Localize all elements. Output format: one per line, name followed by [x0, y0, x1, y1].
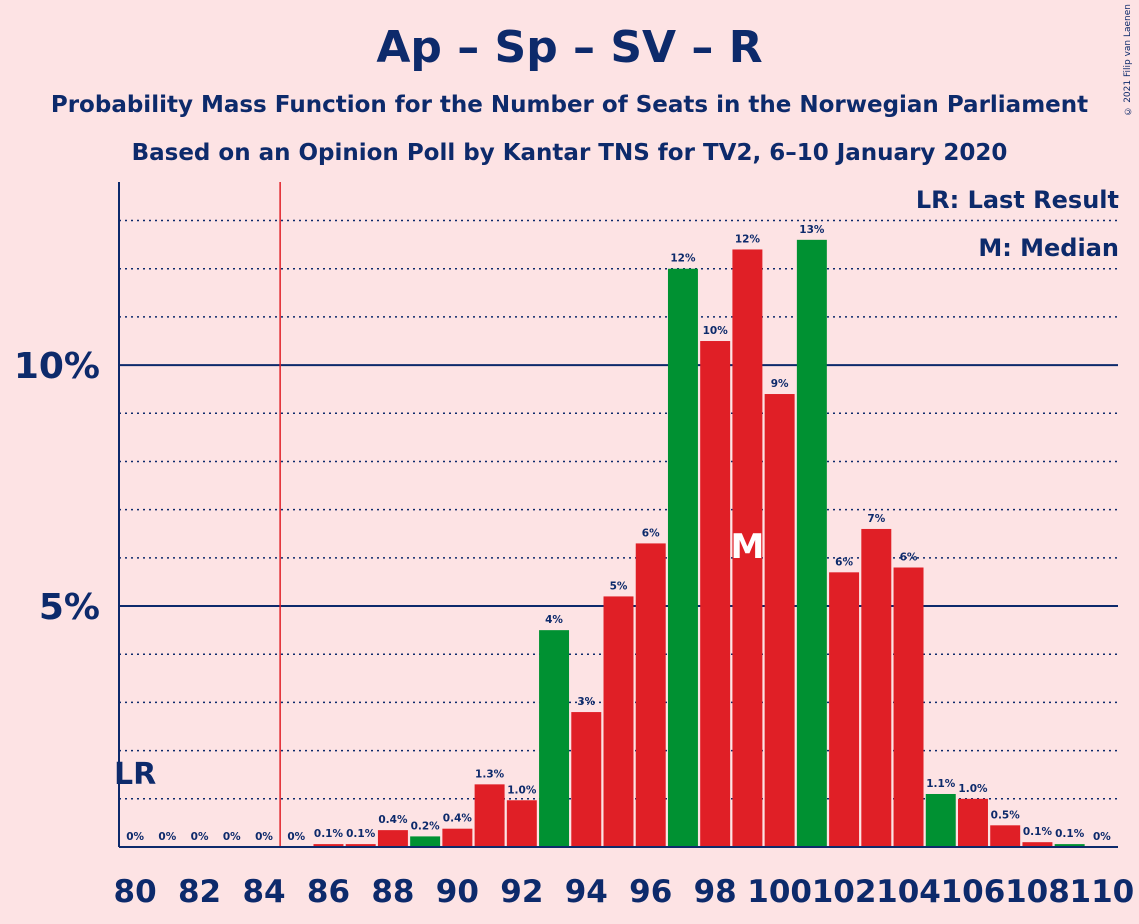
x-tick-label: 86	[307, 874, 350, 910]
chart-subtitle-1: Probability Mass Function for the Number…	[50, 92, 1089, 118]
bar-seat-94	[571, 712, 602, 847]
bar-seat-106	[957, 798, 988, 847]
bar-seat-98	[700, 341, 731, 847]
bar-value-label: 5%	[610, 580, 628, 592]
bar-value-label: 0%	[191, 831, 209, 843]
bar-seat-86	[313, 844, 344, 847]
bar-seat-96	[635, 543, 666, 847]
bar-value-label: 0.4%	[378, 814, 408, 826]
bar-seat-107	[990, 825, 1021, 847]
chart-subtitle-2: Based on an Opinion Poll by Kantar TNS f…	[131, 140, 1008, 166]
bar-seat-105	[925, 793, 956, 847]
bar-seat-108	[1022, 842, 1053, 847]
bar-value-label: 0%	[126, 831, 144, 843]
bar-value-label: 3%	[577, 696, 595, 708]
bar-value-label: 0%	[158, 831, 176, 843]
x-tick-label: 88	[371, 874, 414, 910]
bar-value-label: 6%	[900, 552, 918, 564]
bar-seat-97	[667, 268, 698, 847]
x-tick-label: 92	[500, 874, 543, 910]
x-tick-label: 82	[178, 874, 221, 910]
bar-value-label: 4%	[545, 614, 563, 626]
bar-value-label: 6%	[642, 527, 660, 539]
bar-seat-95	[603, 596, 634, 847]
bar-value-label: 0.5%	[991, 809, 1021, 821]
bar-seat-101	[796, 239, 827, 848]
bar-value-label: 0.4%	[443, 813, 473, 825]
bar-seat-100	[764, 394, 795, 847]
bar-value-label: 0.1%	[346, 828, 376, 840]
bar-seat-93	[539, 630, 570, 847]
legend-last-result: LR: Last Result	[915, 186, 1119, 214]
bar-seat-87	[345, 844, 376, 847]
bar-value-label: 0%	[223, 831, 241, 843]
bar-seat-109	[1054, 844, 1085, 847]
bar-value-label: 1.0%	[507, 784, 537, 796]
bar-value-label: 0.1%	[314, 828, 344, 840]
bar-seat-103	[861, 528, 892, 847]
bar-seat-90	[442, 828, 473, 847]
bar-value-label: 10%	[703, 325, 729, 337]
x-tick-label: 108	[1005, 874, 1070, 910]
bar-value-label: 0%	[1093, 831, 1111, 843]
x-tick-label: 106	[941, 874, 1006, 910]
bar-value-label: 1.1%	[926, 778, 956, 790]
y-tick-label: 5%	[39, 587, 100, 628]
bar-value-label: 0.1%	[1023, 826, 1053, 838]
bar-value-label: 0%	[255, 831, 273, 843]
bar-seat-92	[506, 800, 537, 847]
bar-value-label: 0.1%	[1055, 828, 1085, 840]
x-tick-label: 104	[876, 874, 941, 910]
chart-title: Ap – Sp – SV – R	[376, 22, 763, 73]
bar-value-label: 12%	[735, 233, 761, 245]
bar-seat-91	[474, 784, 505, 847]
x-tick-label: 80	[114, 874, 157, 910]
bar-seat-102	[829, 572, 860, 847]
y-tick-label: 10%	[14, 346, 100, 387]
bar-value-label: 12%	[670, 253, 696, 265]
legend-median: M: Median	[978, 234, 1119, 262]
bar-value-label: 1.0%	[958, 783, 988, 795]
bar-seat-89	[410, 836, 441, 847]
bar-value-label: 9%	[771, 378, 789, 390]
x-tick-label: 94	[565, 874, 608, 910]
bar-value-label: 0.2%	[411, 820, 441, 832]
bar-seat-99	[732, 249, 763, 848]
bar-seat-104	[893, 567, 924, 847]
median-marker: M	[730, 527, 764, 567]
x-tick-label: 100	[747, 874, 812, 910]
x-tick-label: 110	[1070, 874, 1135, 910]
x-tick-label: 90	[436, 874, 479, 910]
x-tick-label: 96	[629, 874, 672, 910]
bar-seat-88	[377, 830, 408, 847]
bar-value-label: 7%	[867, 513, 885, 525]
bar-value-label: 13%	[799, 224, 825, 236]
x-tick-label: 84	[242, 874, 285, 910]
x-tick-label: 98	[694, 874, 737, 910]
last-result-marker: LR	[114, 757, 156, 792]
bar-value-label: 1.3%	[475, 768, 505, 780]
bar-value-label: 0%	[287, 831, 305, 843]
x-tick-label: 102	[812, 874, 877, 910]
bar-value-label: 6%	[835, 556, 853, 568]
